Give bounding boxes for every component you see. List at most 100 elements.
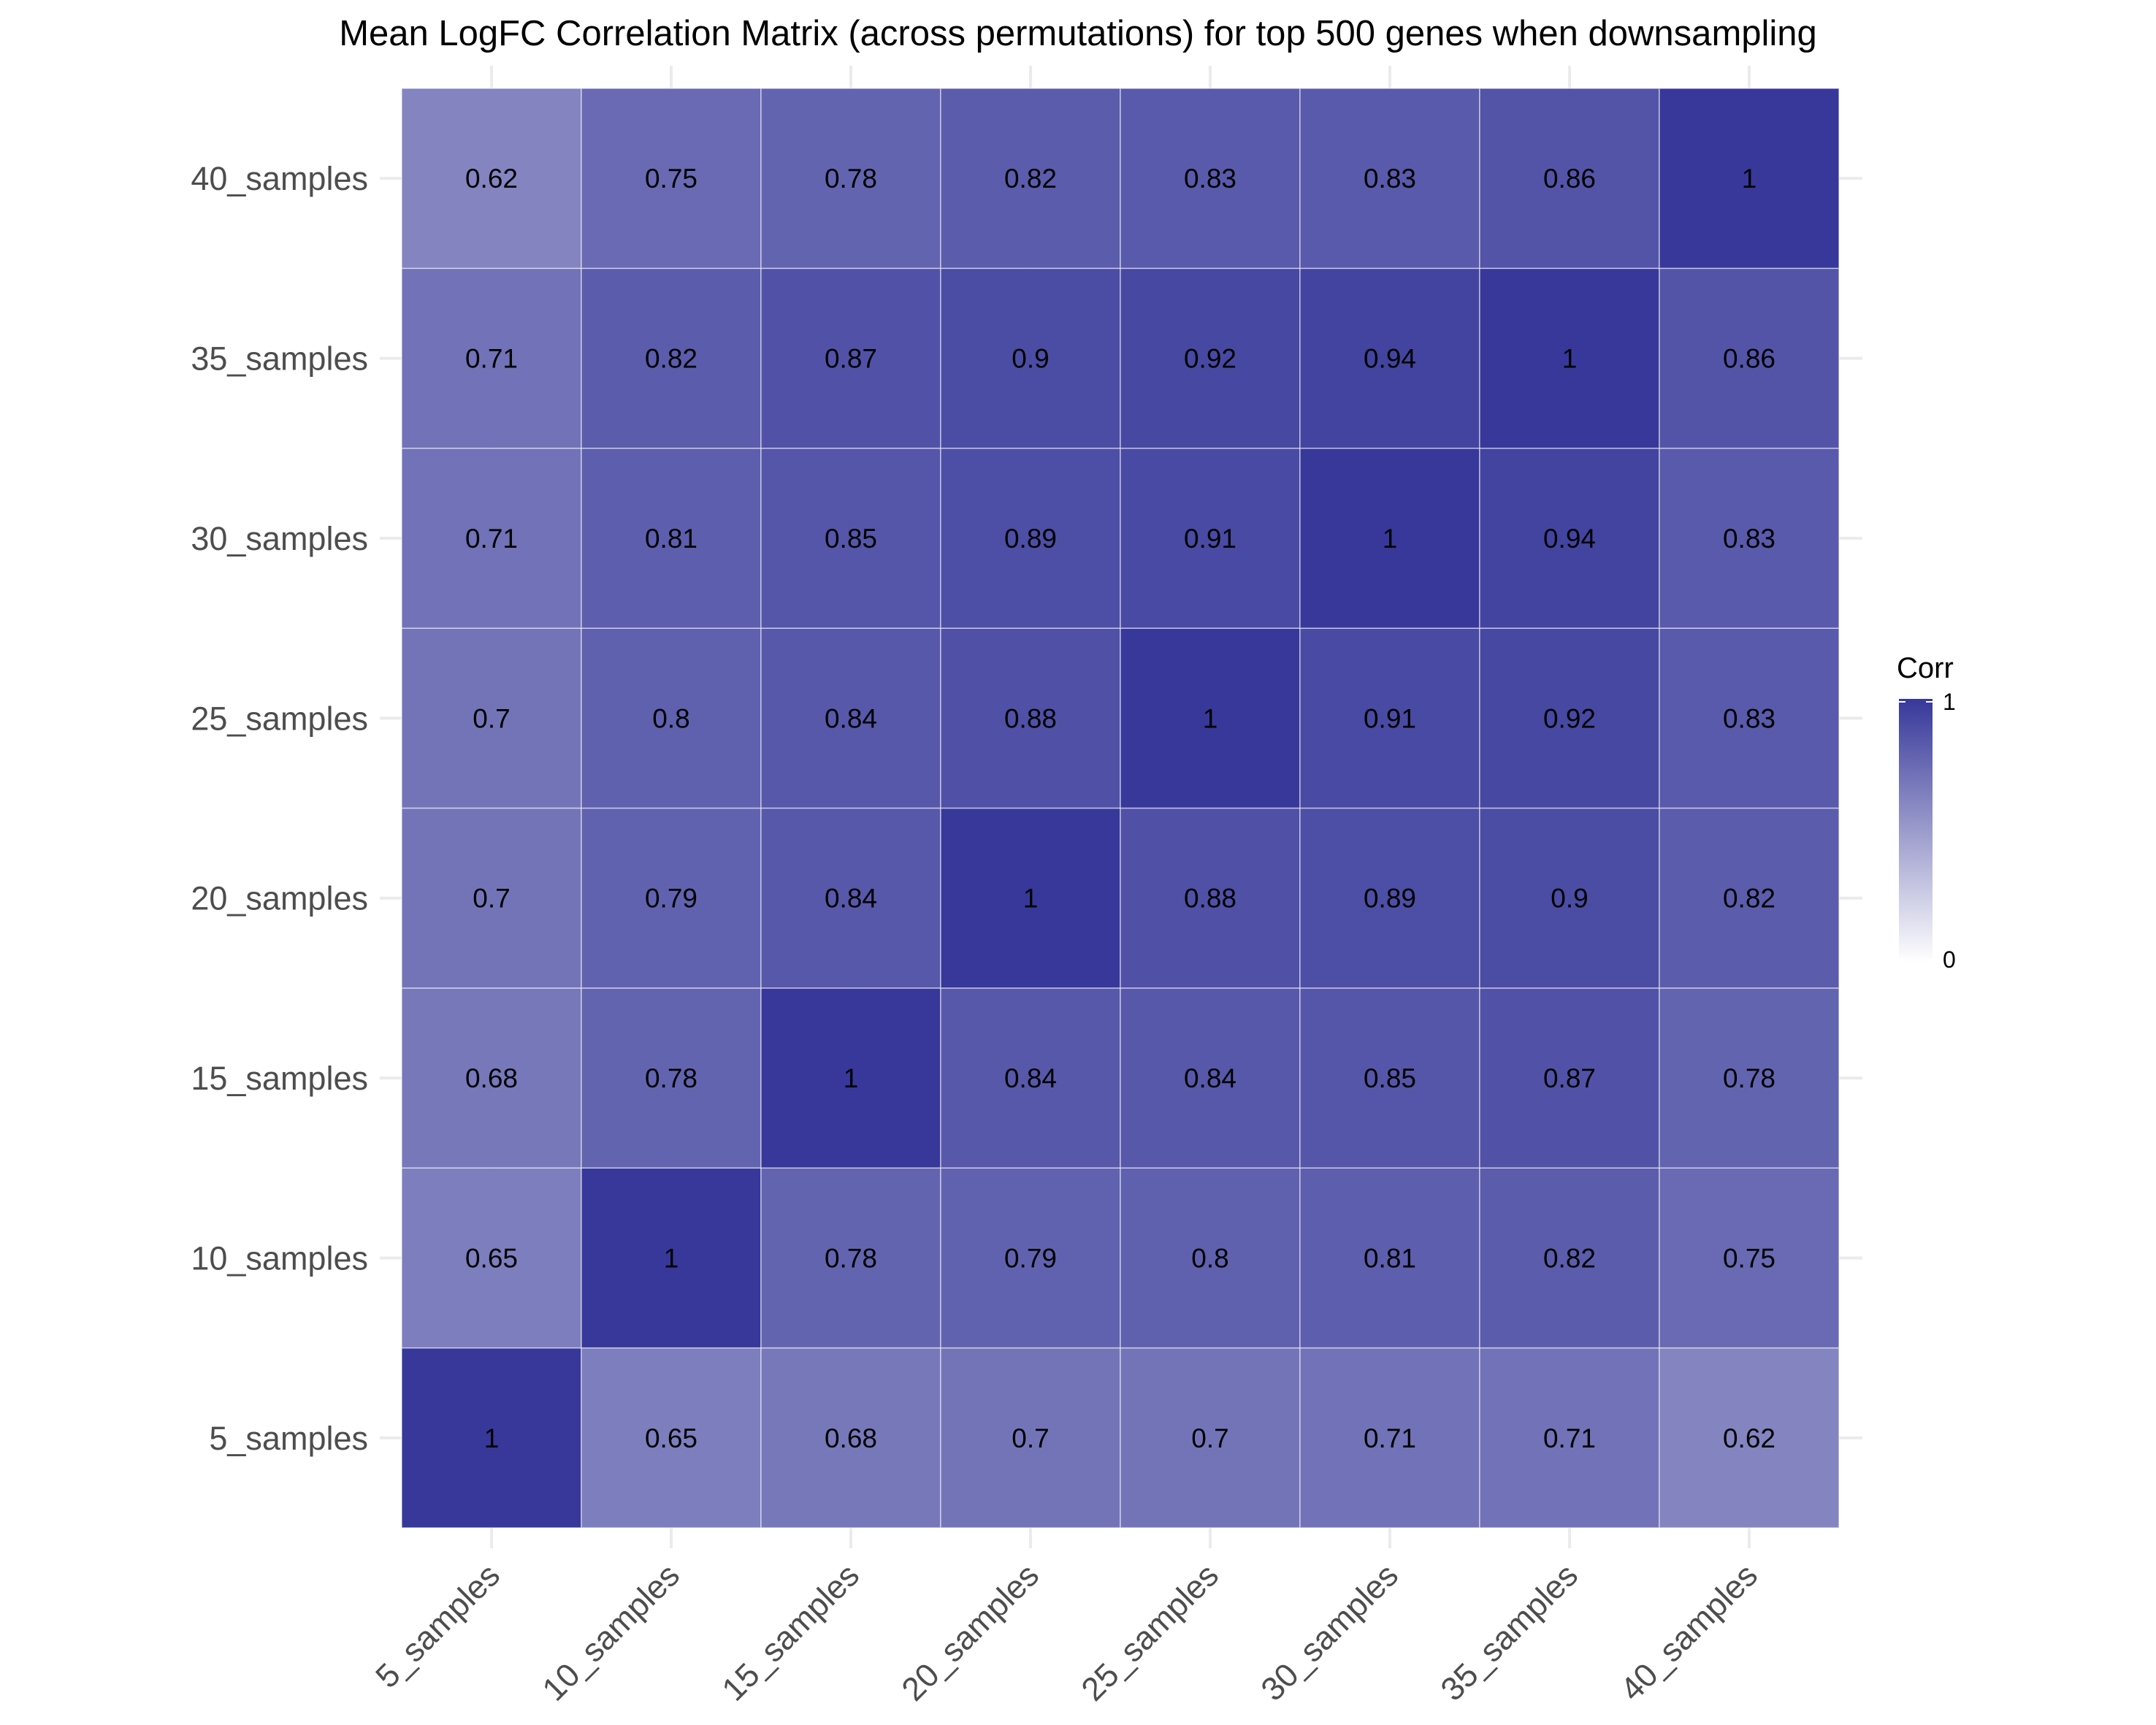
cell-value-label: 0.82 — [645, 344, 697, 374]
cell-value-label: 0.91 — [1364, 703, 1416, 733]
heatmap-cell-35-samples-10-samples — [581, 267, 762, 449]
heatmap-cell-35-samples-20-samples — [940, 267, 1121, 449]
color-legend: Corr 10 — [1897, 652, 1956, 973]
x-tick-label: 25_samples — [1074, 1556, 1226, 1708]
heatmap-cell-15-samples-25-samples — [1120, 987, 1301, 1169]
cell-value-label: 0.75 — [645, 164, 697, 194]
heatmap-cell-10-samples-25-samples — [1120, 1167, 1301, 1349]
cell-value-label: 1 — [1383, 524, 1398, 554]
x-axis-tick-labels: 5_samples 10_samples 15_samples 20_samples 2… — [368, 1556, 1765, 1708]
cell-value-label: 0.68 — [825, 1423, 877, 1453]
cell-value-label: 1 — [1023, 884, 1039, 914]
cell-value-label: 0.9 — [1551, 884, 1588, 914]
heatmap-cell-5-samples-10-samples — [581, 1347, 762, 1529]
heatmap-cell-5-samples-20-samples — [940, 1347, 1121, 1529]
heatmap-cell-35-samples-25-samples — [1120, 267, 1301, 449]
heatmap-cell-35-samples-35-samples — [1479, 267, 1660, 449]
x-tick-label: 30_samples — [1253, 1556, 1405, 1708]
cell-value-label: 0.8 — [1191, 1243, 1228, 1273]
heatmap-cell-10-samples-30-samples — [1299, 1167, 1480, 1349]
cell-value-label: 0.78 — [825, 164, 877, 194]
y-tick-label: 30_samples — [191, 520, 368, 557]
heatmap-cell-40-samples-20-samples — [940, 88, 1121, 269]
heatmap-cell-5-samples-30-samples — [1299, 1347, 1480, 1529]
heatmap-cells — [401, 88, 1840, 1529]
heatmap-cell-20-samples-30-samples — [1299, 807, 1480, 989]
heatmap-cell-20-samples-35-samples — [1479, 807, 1660, 989]
cell-value-label: 0.78 — [645, 1063, 697, 1093]
cell-value-label: 0.78 — [825, 1243, 877, 1273]
cell-value-label: 0.83 — [1184, 164, 1236, 194]
cell-value-label: 0.94 — [1364, 344, 1416, 374]
heatmap-cell-10-samples-35-samples — [1479, 1167, 1660, 1349]
cell-value-label: 0.94 — [1543, 524, 1596, 554]
heatmap-cell-10-samples-40-samples — [1659, 1167, 1840, 1349]
cell-value-label: 0.82 — [1723, 884, 1775, 914]
cell-value-label: 0.71 — [465, 524, 518, 554]
heatmap-cell-30-samples-20-samples — [940, 448, 1121, 629]
cell-value-label: 0.84 — [1004, 1063, 1057, 1093]
heatmap-cell-25-samples-10-samples — [581, 627, 762, 809]
cell-value-label: 0.82 — [1543, 1243, 1596, 1273]
cell-value-label: 1 — [1203, 703, 1218, 733]
legend-tick-label: 0 — [1943, 946, 1956, 973]
legend-ticks: 10 — [1899, 689, 1956, 973]
cell-value-label: 0.8 — [652, 703, 689, 733]
y-tick-label: 5_samples — [209, 1420, 368, 1457]
x-tick-label: 5_samples — [368, 1556, 507, 1695]
heatmap-cell-35-samples-5-samples — [401, 267, 582, 449]
cell-value-label: 0.86 — [1543, 164, 1596, 194]
heatmap-cell-5-samples-5-samples — [401, 1347, 582, 1529]
x-tick-label: 10_samples — [535, 1556, 687, 1708]
y-tick-label: 40_samples — [191, 160, 368, 197]
heatmap-cell-5-samples-15-samples — [760, 1347, 941, 1529]
heatmap-cell-40-samples-5-samples — [401, 88, 582, 269]
heatmap-cell-25-samples-15-samples — [760, 627, 941, 809]
y-tick-label: 15_samples — [191, 1060, 368, 1097]
heatmap-cell-35-samples-30-samples — [1299, 267, 1480, 449]
heatmap-cell-20-samples-40-samples — [1659, 807, 1840, 989]
cell-value-label: 0.78 — [1723, 1063, 1775, 1093]
cell-value-label: 0.62 — [1723, 1423, 1775, 1453]
y-axis-tick-labels: 5_samples 10_samples 15_samples 20_samples 2… — [191, 160, 368, 1457]
cell-value-label: 0.71 — [1543, 1423, 1596, 1453]
heatmap-cell-30-samples-35-samples — [1479, 448, 1660, 629]
cell-value-label: 0.92 — [1184, 344, 1236, 374]
cell-value-label: 0.86 — [1723, 344, 1775, 374]
heatmap-cell-25-samples-40-samples — [1659, 627, 1840, 809]
cell-value-label: 0.91 — [1184, 524, 1236, 554]
cell-value-label: 0.7 — [1012, 1423, 1049, 1453]
heatmap-cell-5-samples-35-samples — [1479, 1347, 1660, 1529]
heatmap-cell-25-samples-35-samples — [1479, 627, 1660, 809]
cell-value-label: 0.79 — [1004, 1243, 1057, 1273]
cell-value-label: 0.85 — [1364, 1063, 1416, 1093]
heatmap-cell-15-samples-15-samples — [760, 987, 941, 1169]
cell-value-label: 0.81 — [645, 524, 697, 554]
heatmap-cell-15-samples-10-samples — [581, 987, 762, 1169]
cell-value-label: 0.65 — [465, 1243, 518, 1273]
heatmap-cell-30-samples-5-samples — [401, 448, 582, 629]
cell-value-label: 0.7 — [473, 884, 510, 914]
cell-value-label: 1 — [1562, 344, 1578, 374]
cell-value-label: 0.87 — [1543, 1063, 1596, 1093]
cell-value-label: 0.84 — [1184, 1063, 1236, 1093]
cell-value-label: 0.85 — [825, 524, 877, 554]
heatmap-cell-20-samples-20-samples — [940, 807, 1121, 989]
heatmap-cell-5-samples-25-samples — [1120, 1347, 1301, 1529]
y-tick-label: 20_samples — [191, 880, 368, 917]
heatmap-cell-40-samples-35-samples — [1479, 88, 1660, 269]
cell-value-label: 1 — [844, 1063, 859, 1093]
legend-tick-label: 1 — [1943, 689, 1956, 715]
cell-value-label: 0.88 — [1004, 703, 1057, 733]
heatmap-cell-10-samples-15-samples — [760, 1167, 941, 1349]
heatmap-cell-15-samples-35-samples — [1479, 987, 1660, 1169]
y-tick-label: 35_samples — [191, 340, 368, 378]
heatmap-cell-15-samples-20-samples — [940, 987, 1121, 1169]
cell-value-label: 0.83 — [1723, 703, 1775, 733]
heatmap-cell-30-samples-25-samples — [1120, 448, 1301, 629]
cell-value-label: 0.79 — [645, 884, 697, 914]
heatmap-cell-15-samples-5-samples — [401, 987, 582, 1169]
heatmap-cell-30-samples-15-samples — [760, 448, 941, 629]
y-tick-label: 10_samples — [191, 1239, 368, 1277]
